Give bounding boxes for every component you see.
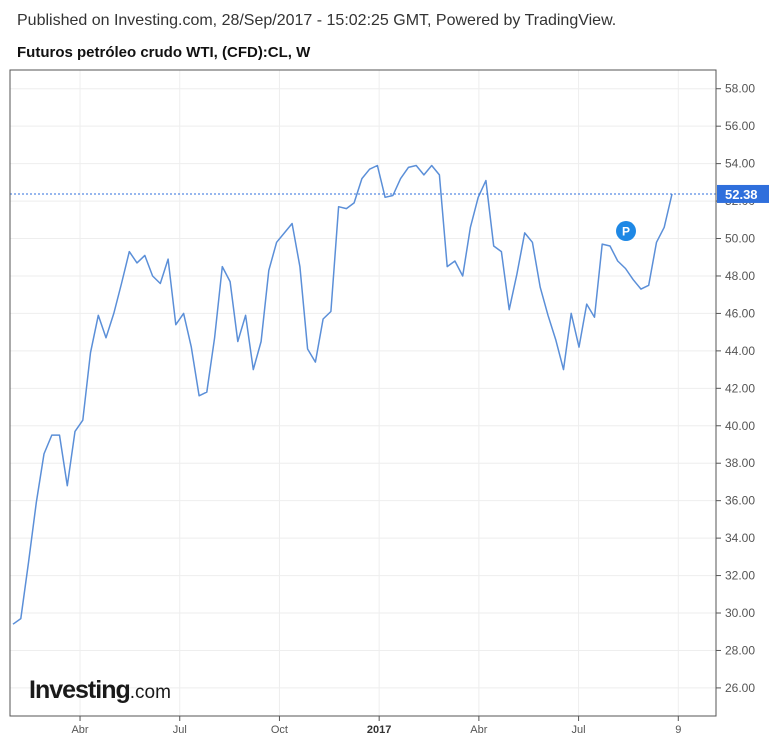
last-price-badge — [717, 184, 769, 203]
y-tick-label: 56.00 — [725, 119, 755, 133]
y-tick-label: 42.00 — [725, 381, 755, 395]
event-marker-circle[interactable] — [616, 221, 636, 242]
y-tick-label: 40.00 — [725, 419, 755, 433]
investing-logo: Investing.com — [29, 676, 171, 705]
y-tick-label: 38.00 — [725, 456, 755, 470]
x-tick-label: 9 — [675, 724, 681, 736]
y-tick-label: 48.00 — [725, 269, 755, 283]
y-tick-label: 46.00 — [725, 306, 755, 320]
y-tick-label: 44.00 — [725, 344, 755, 358]
x-tick-label: Abr — [71, 724, 88, 736]
y-tick-label: 26.00 — [725, 681, 755, 695]
grid-lines — [10, 70, 716, 716]
y-axis: 26.00 28.00 30.00 32.00 34.00 36.00 38.00 40.00… — [716, 82, 769, 695]
y-tick-label: 30.00 — [725, 606, 755, 620]
y-tick-label: 32.00 — [725, 569, 755, 583]
y-tick-label: 58.00 — [725, 82, 755, 96]
y-tick-label: 50.00 — [725, 232, 755, 246]
y-tick-label: 34.00 — [725, 531, 755, 545]
y-tick-label: 36.00 — [725, 494, 755, 508]
event-marker-label: P — [622, 225, 630, 239]
event-marker[interactable]: P — [616, 221, 636, 242]
series-layer — [12, 164, 673, 625]
last-price-label: 52.38 — [725, 187, 758, 202]
logo-domain: .com — [129, 682, 171, 703]
x-tick-label: Abr — [470, 724, 487, 736]
x-tick-label: Jul — [572, 724, 586, 736]
y-tick-label: 28.00 — [725, 643, 755, 657]
plot-frame — [9, 69, 717, 717]
x-tick-label: Oct — [271, 724, 288, 736]
x-tick-label: Jul — [173, 724, 187, 736]
y-tick-label: 54.00 — [725, 157, 755, 171]
chart-title: Futuros petróleo crudo WTI, (CFD):CL, W — [17, 44, 311, 61]
published-note: Published on Investing.com, 28/Sep/2017 … — [17, 12, 617, 29]
logo-brand: Investing — [29, 676, 131, 704]
x-axis: Abr Jul Oct 2017 Abr Jul 9 — [71, 716, 681, 736]
price-series-line — [12, 164, 673, 625]
x-tick-label: 2017 — [367, 724, 391, 736]
